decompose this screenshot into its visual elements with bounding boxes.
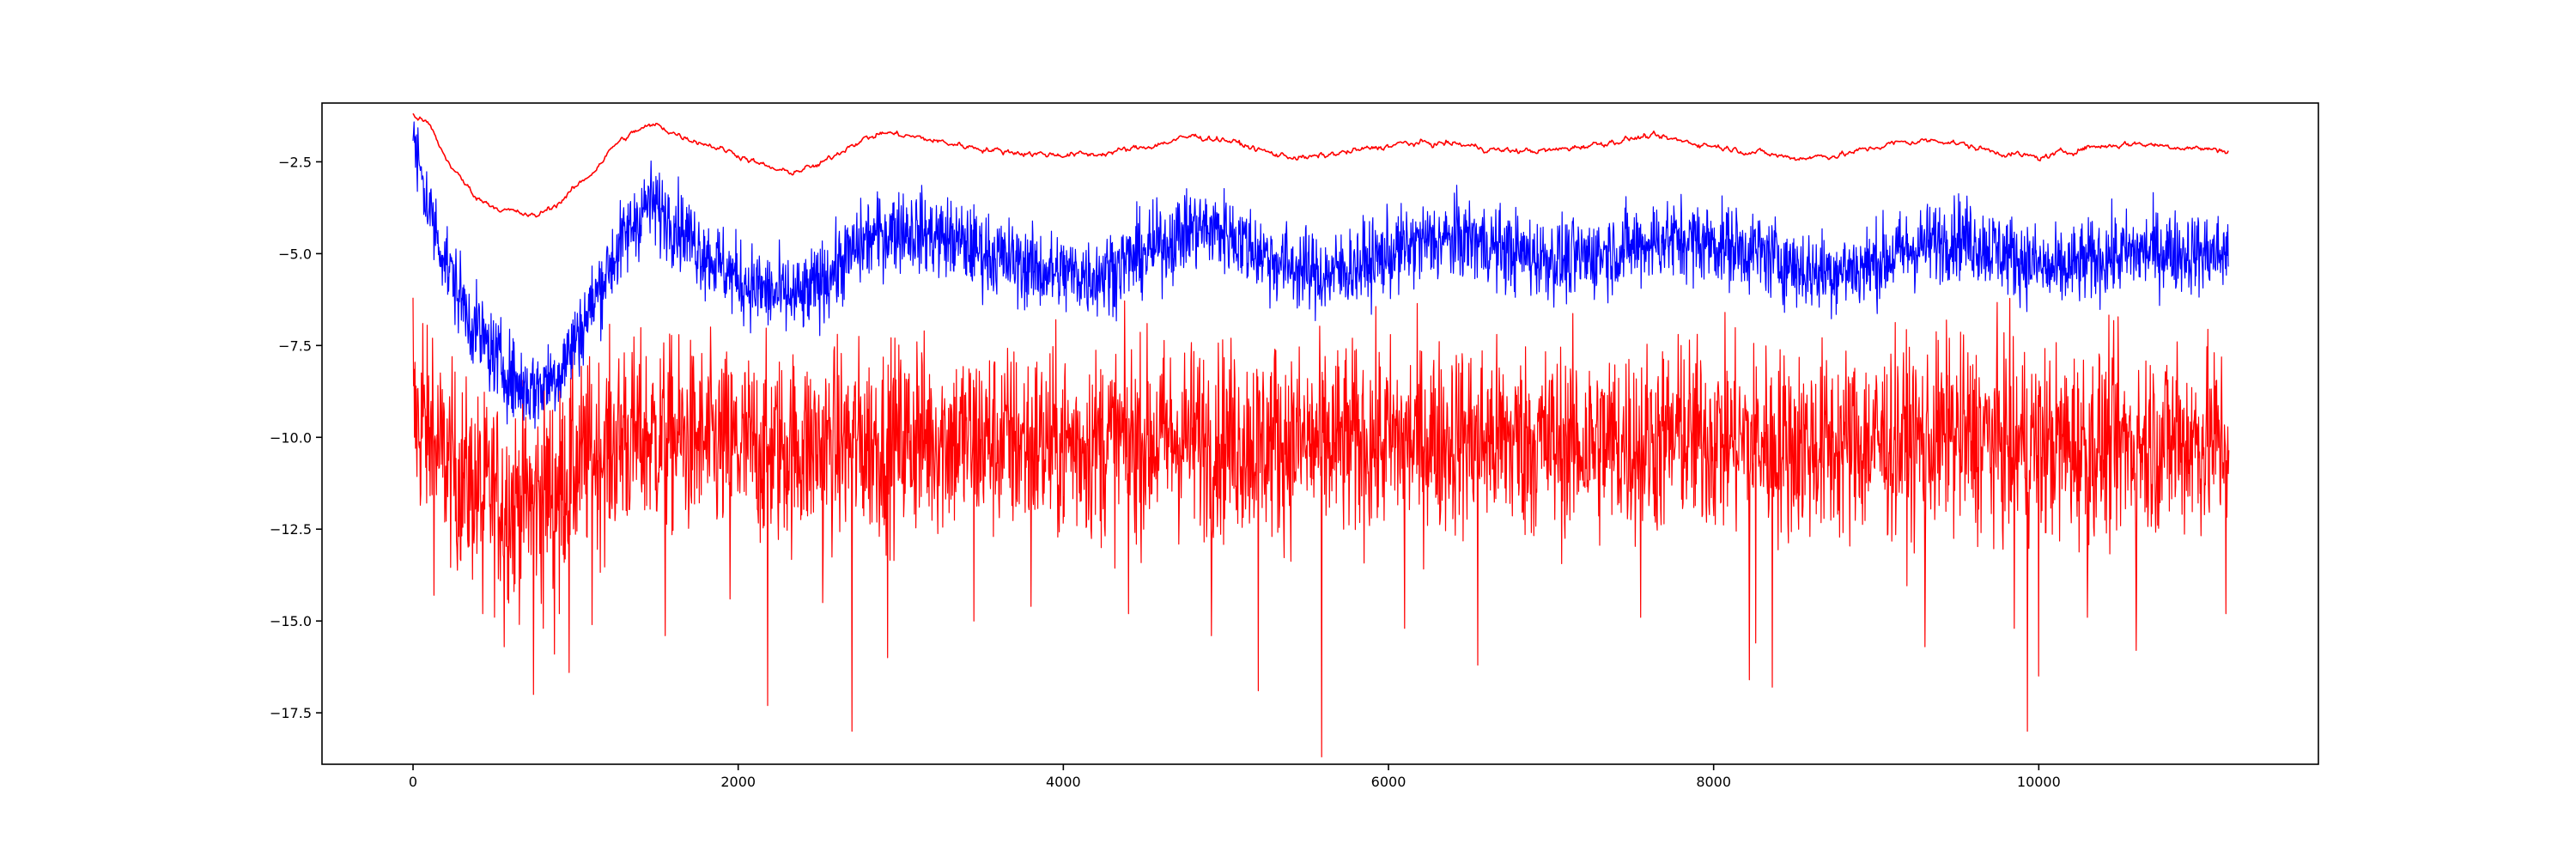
x-tick-label: 2000 xyxy=(720,774,756,790)
y-tick-label: −5.0 xyxy=(278,246,312,262)
series-layer xyxy=(412,112,2230,758)
x-tick-label: 10000 xyxy=(2017,774,2061,790)
y-tick-label: −15.0 xyxy=(270,613,312,629)
plot-frame xyxy=(321,102,2319,765)
series-2 xyxy=(412,297,2230,758)
series-0 xyxy=(412,112,2229,218)
y-tick-label: −17.5 xyxy=(270,705,312,721)
y-tick-label: −7.5 xyxy=(278,337,312,354)
y-axis: −2.5 −5.0 −7.5 −10.0 −12.5 −15.0 −17.5 xyxy=(270,154,322,721)
x-tick-label: 6000 xyxy=(1371,774,1406,790)
x-axis: 0 2000 4000 6000 8000 10000 xyxy=(409,764,2061,790)
x-tick-label: 0 xyxy=(409,774,417,790)
x-tick-label: 8000 xyxy=(1696,774,1731,790)
series-2-line xyxy=(412,297,2230,758)
series-1-line xyxy=(412,121,2229,429)
y-tick-label: −2.5 xyxy=(278,154,312,170)
x-tick-label: 4000 xyxy=(1046,774,1081,790)
series-0-line xyxy=(412,112,2229,218)
y-tick-label: −12.5 xyxy=(270,521,312,538)
series-1 xyxy=(412,121,2229,429)
y-tick-label: −10.0 xyxy=(270,429,312,446)
